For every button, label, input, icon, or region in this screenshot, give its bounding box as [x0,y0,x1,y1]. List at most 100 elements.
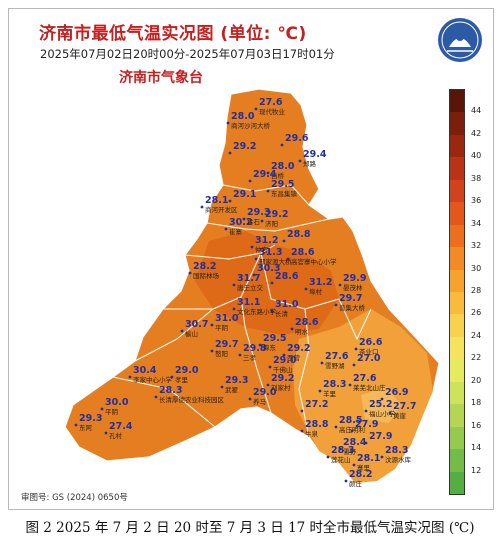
station-temperature-value: 28.6 [291,247,315,258]
station-temperature-value: 28.5 [339,415,362,426]
station-temperature-value: 29.2 [265,209,288,220]
station-dot [380,397,384,401]
station-dot [268,365,272,369]
station-dot [228,199,232,203]
station-place-name: 养马 [253,397,266,406]
station-place-name: 长清厚德农业科技园区 [159,395,225,404]
station-place-name: 平阴 [215,323,228,332]
station-temperature-value: 31.2 [309,277,332,288]
station-dot [300,409,304,413]
station-temperature-value: 31.0 [215,313,239,324]
station-place-name: 济阳 [265,219,278,228]
legend-tick-label: 24 [471,330,482,340]
station-dot [298,159,302,163]
station-dot [128,375,132,379]
station-temperature-value: 28.6 [295,317,319,328]
station-dot [180,329,184,333]
legend-tick-label: 20 [471,375,482,385]
legend-color-segment [450,404,464,428]
station-dot [320,361,324,365]
station-temperature-value: 29.7 [339,293,362,304]
legend-color-segment [450,336,464,360]
station-temperature-value: 31.7 [237,273,260,284]
station-place-name: 白桥 [271,171,285,180]
station-dot [304,287,308,291]
station-dot [352,463,356,467]
station-dot [188,271,192,275]
station-temperature-value: 27.7 [393,401,416,412]
station-place-name: 商河沙河大桥 [231,121,271,130]
station-dot [200,205,204,209]
station-temperature-value: 31.0 [275,299,299,310]
station-place-name: 莲花山 [331,455,351,464]
station-place-name: 雪野 [343,448,357,456]
station-dot [100,407,104,411]
station-place-name: 西营 [287,353,301,362]
station-temperature-value: 29.0 [273,355,297,366]
station-temperature-value: 27.9 [369,431,392,442]
station-dot [248,397,252,401]
legend-color-segment [450,449,464,473]
station-dot [250,245,254,249]
station-temperature-value: 28.8 [287,229,311,240]
station-temperature-value: 30.3 [257,263,280,274]
station-temperature-value: 27.0 [357,353,381,364]
station-dot [380,455,384,459]
station-dot [350,429,354,433]
station-place-name: 商河开发区 [205,205,238,214]
station-temperature-value: 27.6 [353,373,377,384]
station-dot [170,375,174,379]
station-dot [338,447,342,451]
station-dot [258,343,262,347]
station-temperature-value: 28.8 [305,419,329,430]
station-temperature-value: 26.9 [385,387,408,398]
legend-color-segment [450,179,464,203]
station-temperature-value: 31.3 [259,247,282,258]
station-temperature-value: 28.1 [357,453,380,464]
station-temperature-value: 29.5 [271,179,294,190]
legend-tick-label: 38 [471,173,482,183]
legend-tick-label: 14 [471,443,482,453]
station-temperature-value: 31.2 [255,235,278,246]
station-dot [348,383,352,387]
temperature-legend-bar [449,89,465,495]
station-place-name: 崔寨 [229,227,243,236]
legend-tick-label: 44 [471,106,482,116]
station-place-name: 东昌集镇 [271,189,298,198]
station-place-name: 雪野湖 [325,361,345,370]
station-place-name: 福山小学 [369,409,396,418]
legend-color-segment [450,292,464,315]
station-temperature-value: 28.2 [193,261,216,272]
station-dot [326,455,330,459]
legend-color-segment [450,314,464,338]
station-dot [254,257,258,261]
station-place-name: 颜庄 [349,479,363,488]
station-dot [210,349,214,353]
station-place-name: 唐王立交 [237,283,264,292]
station-temperature-value: 28.4 [343,437,367,448]
station-dot [266,189,270,193]
legend-tick-label: 32 [471,241,482,251]
hot-core-area [195,231,339,335]
legend-color-segment [450,90,464,113]
legend-tick-label: 30 [471,263,482,273]
station-place-name: 牛泉 [305,429,319,438]
station-temperature-value: 29.7 [215,339,238,350]
station-temperature-value: 29.3 [79,413,102,424]
station-place-name: 长清 [275,309,289,318]
station-temperature-value: 30.2 [229,217,252,228]
station-place-name: 埠村 [309,287,323,296]
station-markers: 27.6现代牧业28.0商河沙河大桥29.229.629.4郑路28.0白桥29… [74,97,416,488]
station-dot [282,353,286,357]
station-dot [318,389,322,393]
station-place-name: 埠东 [263,343,277,352]
station-dot [224,227,228,231]
station-place-name: 羊里 [323,389,337,398]
station-temperature-value: 28.6 [275,271,299,282]
station-place-name: 嶅阳 [215,349,228,358]
station-dot [154,395,158,399]
station-temperature-value: 29.3 [225,375,248,386]
legend-color-segment [450,112,464,136]
station-dot [300,429,304,433]
legend-color-segment [450,269,464,293]
